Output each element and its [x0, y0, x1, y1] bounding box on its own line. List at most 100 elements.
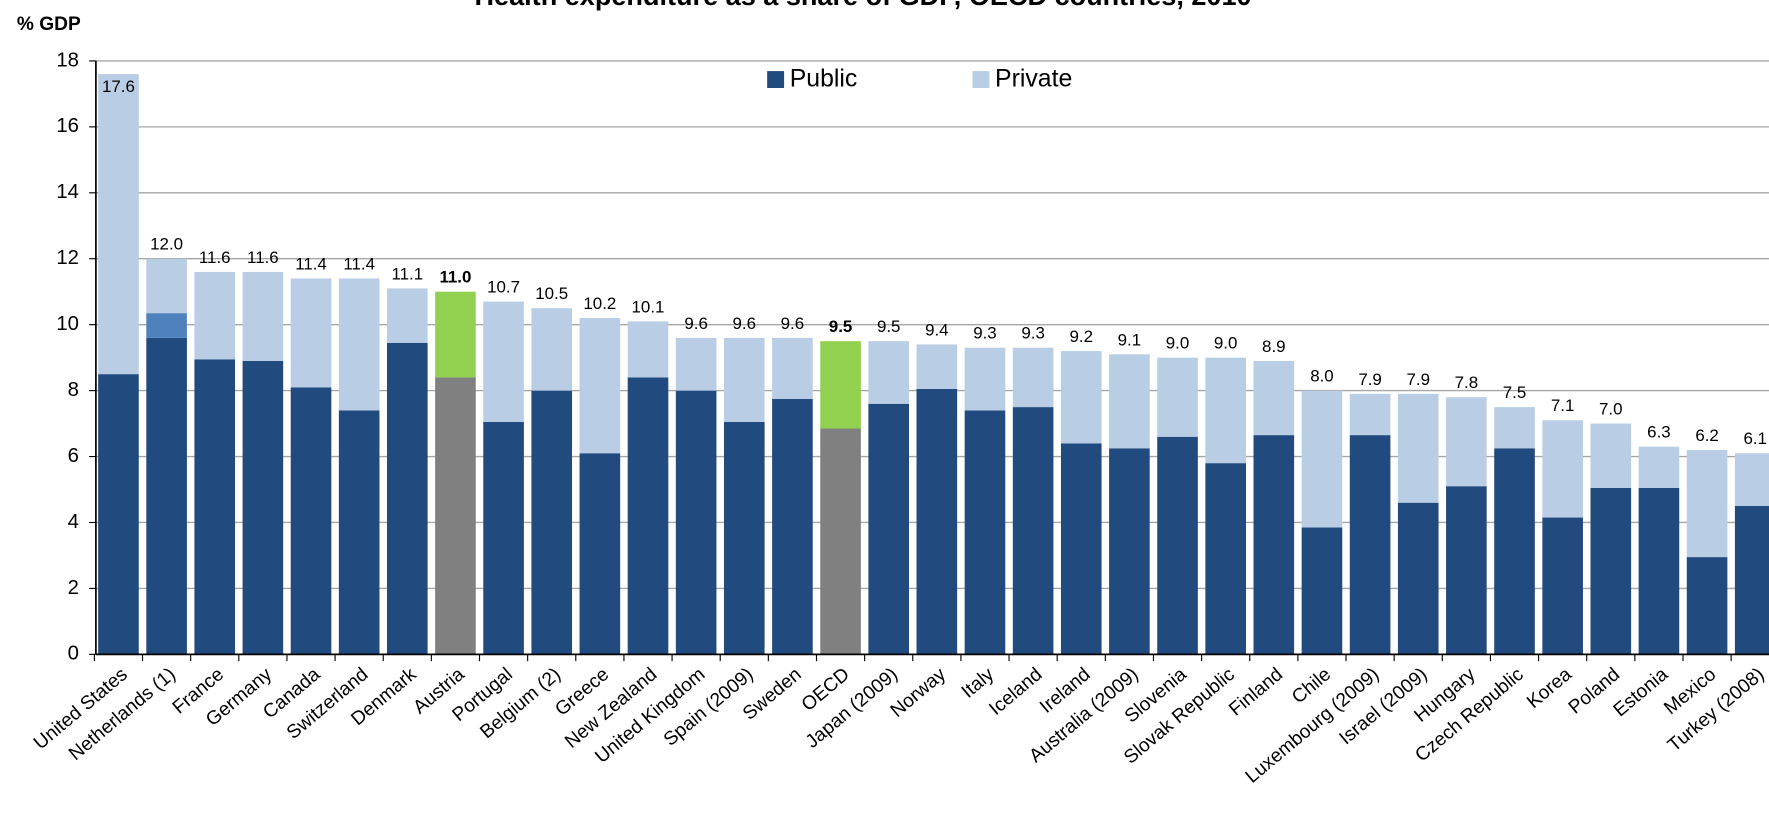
- data-label: 7.0: [1599, 400, 1623, 419]
- bar-segment: [531, 390, 573, 655]
- data-label: 9.0: [1166, 334, 1190, 353]
- bar-segment: [146, 313, 187, 338]
- data-label: 6.3: [1647, 423, 1671, 442]
- bar-segment: [1109, 354, 1150, 449]
- bar-segment: [483, 301, 524, 422]
- bar-segment: [1494, 407, 1535, 449]
- data-label: 6.2: [1695, 426, 1719, 445]
- bar-segment: [1542, 517, 1583, 655]
- data-label: 9.0: [1214, 334, 1238, 353]
- bar-segment: [435, 291, 476, 378]
- y-tick-label: 0: [68, 643, 79, 665]
- y-tick-label: 18: [56, 49, 79, 71]
- bar-segment: [338, 410, 380, 655]
- data-label: 7.1: [1551, 396, 1575, 415]
- data-label: 11.6: [199, 248, 231, 267]
- bar-segment: [964, 347, 1006, 411]
- bar-segment: [1205, 357, 1246, 464]
- bar-segment: [579, 318, 621, 454]
- y-tick-label: 6: [68, 445, 79, 467]
- bar-segment: [1253, 435, 1295, 655]
- y-tick-label: 8: [68, 379, 79, 401]
- bar-segment: [435, 377, 476, 655]
- data-label: 11.6: [247, 248, 279, 267]
- data-label: 9.1: [1118, 330, 1142, 349]
- bar-segment: [1686, 557, 1728, 655]
- bar-segment: [1397, 393, 1439, 503]
- data-label: 11.0: [439, 268, 471, 287]
- data-label: 8.0: [1310, 367, 1334, 386]
- data-label: 10.7: [487, 278, 520, 297]
- bar-segment: [723, 421, 765, 655]
- bar-segment: [1638, 446, 1680, 488]
- bar-segment: [1349, 435, 1391, 655]
- bar-segment: [242, 271, 284, 361]
- data-label: 9.2: [1069, 327, 1093, 346]
- bar-segment: [386, 288, 428, 343]
- data-label: 9.5: [877, 317, 901, 336]
- data-label: 17.6: [102, 77, 135, 96]
- data-label: 9.5: [829, 317, 853, 336]
- bar-segment: [1734, 505, 1769, 655]
- bar-segment: [146, 258, 187, 314]
- bar-segment: [964, 410, 1006, 655]
- data-label: 9.4: [925, 320, 949, 339]
- bar-segment: [1012, 407, 1054, 655]
- data-label: 9.3: [973, 324, 997, 343]
- bar-segment: [1060, 351, 1102, 444]
- bar-segment: [290, 387, 332, 655]
- bar-segment: [627, 377, 669, 655]
- data-label: 7.8: [1455, 373, 1479, 392]
- data-label: 8.9: [1262, 337, 1286, 356]
- bar-segment: [98, 374, 139, 655]
- data-label: 11.4: [343, 254, 375, 273]
- bar-segment: [1109, 448, 1150, 655]
- y-tick-label: 14: [56, 181, 79, 203]
- data-label: 7.9: [1358, 370, 1382, 389]
- bar-segment: [1012, 347, 1054, 408]
- bar-segment: [483, 421, 524, 655]
- data-label: 7.5: [1503, 383, 1527, 402]
- data-label: 9.6: [733, 314, 757, 333]
- y-tick-label: 2: [68, 577, 79, 599]
- bar-segment: [1494, 448, 1535, 655]
- bar-segment: [1446, 397, 1487, 487]
- bar-segment: [1060, 443, 1102, 655]
- y-tick-label: 10: [56, 313, 79, 335]
- data-label: 10.2: [583, 294, 616, 313]
- legend-label: Public: [790, 66, 858, 93]
- bar-segment: [194, 359, 236, 655]
- chart-title: Health expenditure as a share of GDP, OE…: [475, 0, 1252, 11]
- bar-segment: [916, 344, 958, 389]
- bar-segment: [1734, 453, 1769, 506]
- bar-segment: [338, 278, 380, 411]
- x-tick-label: Iceland: [986, 664, 1047, 720]
- bar-segment: [1253, 360, 1295, 436]
- legend-label: Private: [995, 66, 1072, 93]
- bar-segment: [868, 341, 910, 404]
- bar-segment: [675, 337, 717, 391]
- bar-segment: [1301, 390, 1343, 528]
- y-tick-label: 12: [56, 247, 79, 269]
- legend-swatch: [972, 71, 990, 89]
- bar-segment: [1157, 436, 1198, 655]
- bar-segment: [1590, 423, 1632, 488]
- bar-segment: [1397, 502, 1439, 655]
- bar-segment: [1590, 487, 1632, 655]
- bar-segment: [1349, 393, 1391, 436]
- bar-segment: [723, 337, 765, 422]
- bar-segment: [386, 342, 428, 655]
- bar-segment: [627, 321, 669, 378]
- bar-segment: [820, 428, 861, 655]
- legend-swatch: [767, 71, 785, 89]
- bar-segment: [1301, 527, 1343, 655]
- bar-segment: [1446, 486, 1487, 655]
- x-tick-label: Finland: [1225, 664, 1287, 720]
- bar-segment: [579, 453, 621, 655]
- data-label: 10.1: [632, 297, 665, 316]
- bar-segment: [868, 403, 910, 655]
- bar-segment: [1638, 487, 1680, 655]
- bar-segment: [194, 271, 236, 360]
